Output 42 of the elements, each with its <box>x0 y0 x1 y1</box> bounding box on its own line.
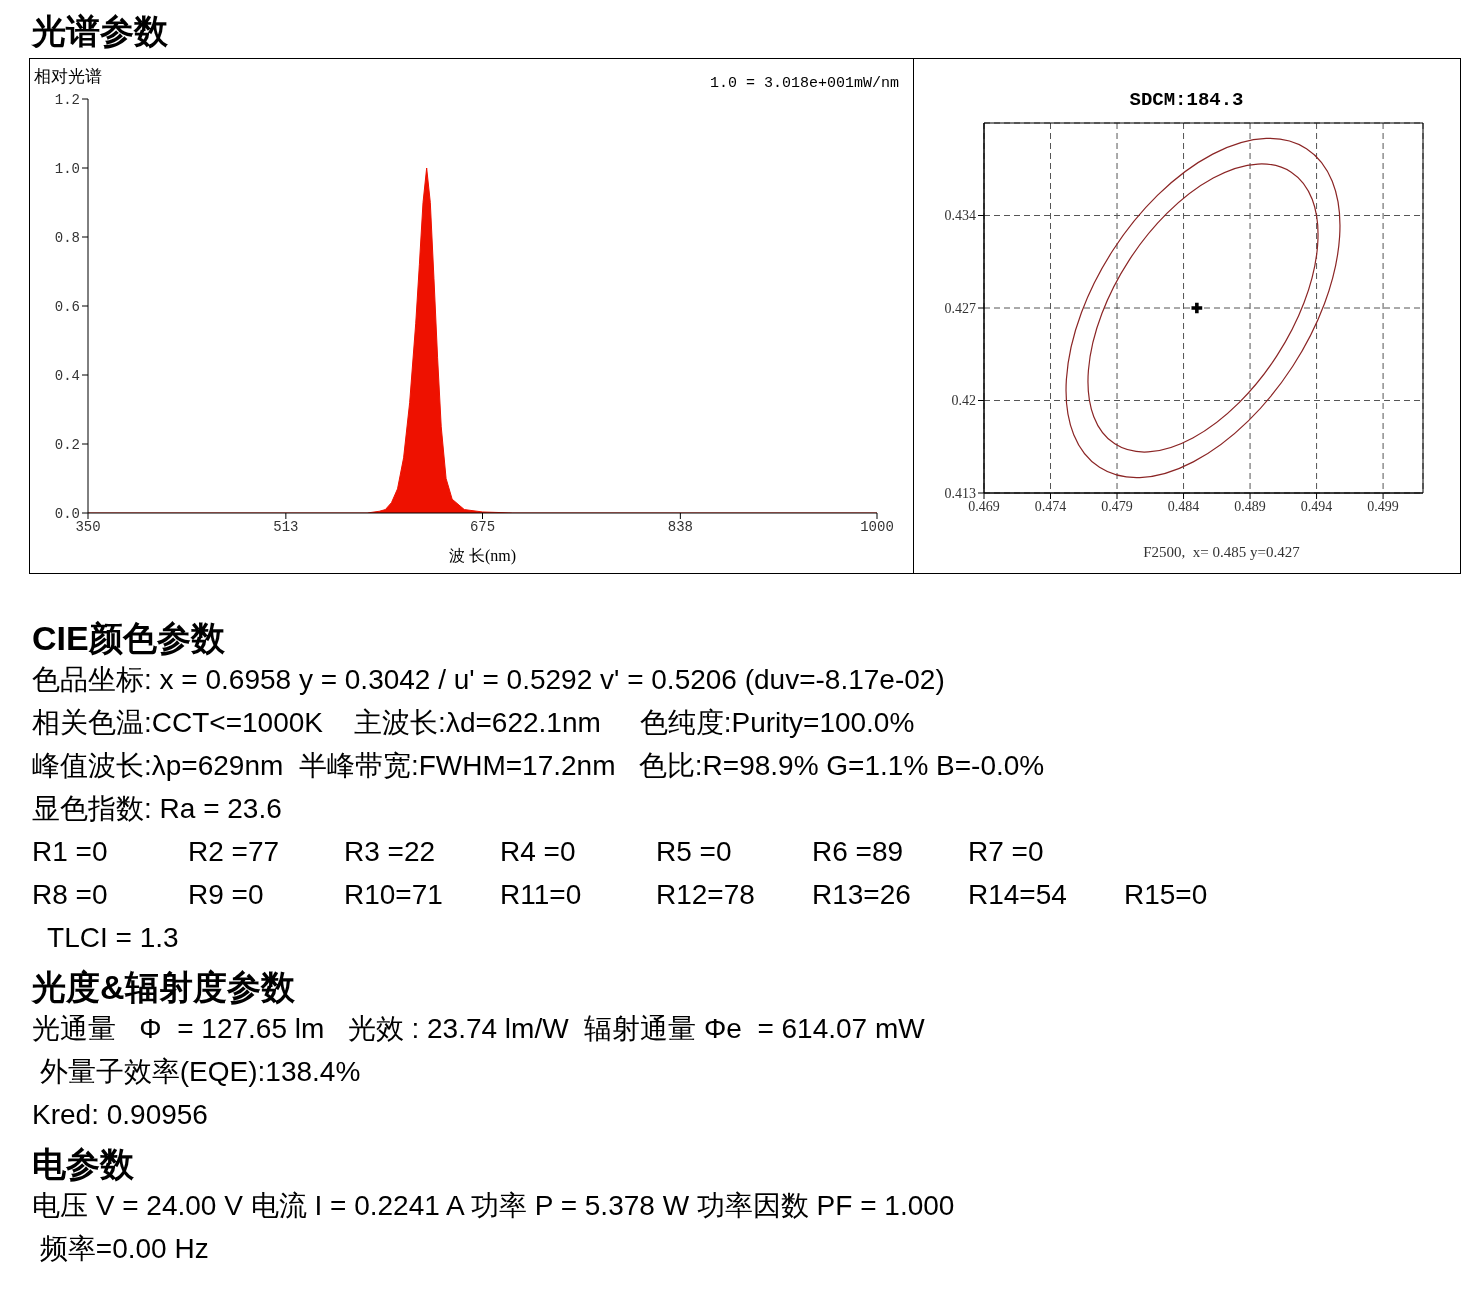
y-axis-title: 相对光谱 <box>34 66 102 88</box>
text: R1 =0 R2 =77 R3 =22 R4 =0 R5 =0 R6 =89 R7 =0 <box>32 836 1044 867</box>
text: 电参数 <box>32 1144 135 1184</box>
text: 显色指数: Ra = 23.6 <box>32 792 282 826</box>
x-tick-label: 0.484 <box>1167 498 1200 514</box>
y-tick-label: 1.2 <box>54 91 80 108</box>
text: 频率=0.00 Hz <box>38 1232 209 1266</box>
y-tick-label: 0.434 <box>944 208 976 224</box>
y-tick-label: 0.6 <box>54 298 80 315</box>
text: 外量子效率(EQE):138.4% <box>38 1055 361 1089</box>
text: TLCI = 1.3 <box>46 921 179 955</box>
x-tick-label: 1000 <box>860 518 894 535</box>
y-tick-label: 0.2 <box>54 436 80 453</box>
y-tick-label: 0.427 <box>944 300 976 316</box>
text: 1.0 = 3.018e+001mW/nm <box>709 75 899 92</box>
x-tick-label: 0.469 <box>968 498 1000 514</box>
y-tick-label: 0.413 <box>944 485 976 501</box>
text: 光通量 Φ = 127.65 lm 光效 : 23.74 lm/W 辐射通量 Φe = 614.07 mW <box>32 1012 925 1046</box>
y-tick-label: 1.0 <box>54 160 80 177</box>
text: R8 =0 R9 =0 R10=71 R11=0 R12=78 R13=26 R14=54 R15=0 <box>32 879 1208 910</box>
y-tick-label: 0.4 <box>54 367 80 384</box>
x-tick-label: 0.479 <box>1101 498 1133 514</box>
text: CIE颜色参数 <box>32 618 226 658</box>
x-tick-label: 0.494 <box>1300 498 1333 514</box>
text: 相关色温:CCT<=1000K 主波长:λd=622.1nm 色纯度:Purity=100.0% <box>32 706 915 740</box>
x-tick-label: 0.499 <box>1367 498 1399 514</box>
chart-title: SDCM:184.3 <box>1128 89 1245 111</box>
text: 峰值波长:λp=629nm 半峰带宽:FWHM=17.2nm 色比:R=98.9% G=1.1% B=-0.0% <box>32 749 1045 783</box>
text: 色品坐标: x = 0.6958 y = 0.3042 / u' = 0.5292 v' = 0.5206 (duv=-8.17e-02) <box>32 663 945 697</box>
text: 光谱参数 <box>32 12 169 52</box>
x-tick-label: 513 <box>273 518 299 535</box>
text: Kred: 0.90956 <box>32 1098 208 1132</box>
y-tick-label: 0.8 <box>54 229 80 246</box>
text: 电压 V = 24.00 V 电流 I = 0.2241 A 功率 P = 5.378 W 功率因数 PF = 1.000 <box>32 1189 955 1223</box>
x-tick-label: 838 <box>667 518 693 535</box>
x-tick-label: 0.489 <box>1234 498 1266 514</box>
y-tick-label: 0.42 <box>951 393 976 409</box>
x-tick-label: 675 <box>469 518 496 535</box>
x-tick-label: 0.474 <box>1034 498 1067 514</box>
text: F2500, x= 0.485 y=0.427 <box>1142 544 1301 561</box>
x-axis-title: 波 长(nm) <box>448 547 517 565</box>
text: 光度&辐射度参数 <box>32 967 296 1007</box>
